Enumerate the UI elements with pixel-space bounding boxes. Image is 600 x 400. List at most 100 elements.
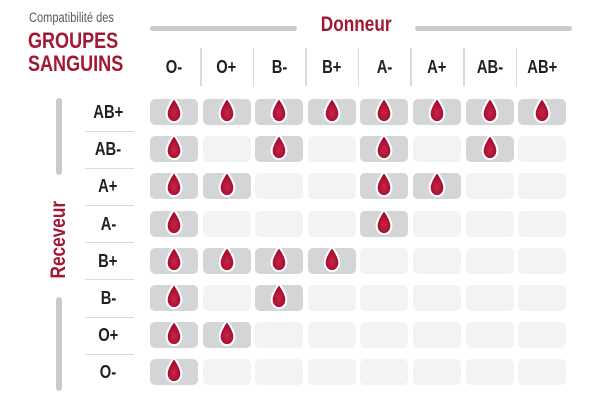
blood-drop-icon [428, 96, 446, 124]
compatibility-cell-O--from-B+ [307, 359, 356, 386]
compatibility-cell-AB--from-B+ [307, 136, 356, 163]
compatibility-cell-O+-from-B- [255, 322, 304, 349]
compatibility-cell-O+-from-B+ [307, 322, 356, 349]
receiver-row-label-text: A+ [98, 176, 118, 197]
compatibility-cell-O+-from-O- [150, 319, 198, 349]
blood-drop-icon [165, 133, 183, 161]
compatibility-cell-AB--from-O+ [202, 136, 251, 163]
compatibility-cell-A--from-AB+ [518, 210, 567, 237]
compatibility-cell-AB+-from-B+ [307, 96, 356, 125]
compatibility-cell-B--from-O+ [202, 285, 251, 311]
compatibility-cell-O+-from-AB- [465, 322, 514, 349]
donor-column-label-text: AB- [476, 57, 503, 77]
receiver-axis-title-text: Receveur [47, 201, 70, 279]
receiver-row-label-text: AB+ [93, 102, 123, 122]
compatibility-cell-AB+-from-O- [150, 96, 198, 125]
receiver-row-label-AB-: AB- [80, 136, 136, 162]
donor-axis-title: Donneur [297, 13, 415, 37]
receiver-row-label-B+: B+ [80, 248, 136, 274]
compatibility-cell-AB--from-A- [360, 133, 409, 163]
row-separator [85, 279, 134, 281]
compatibility-cell-A--from-AB- [465, 210, 514, 237]
row-separator [85, 130, 134, 132]
compatibility-cell-O--from-A- [360, 359, 409, 386]
receiver-row-label-text: B+ [98, 250, 118, 271]
compatibility-cell-A+-from-AB- [465, 173, 514, 200]
blood-drop-icon [165, 319, 183, 347]
blood-drop-icon [481, 133, 498, 161]
blood-drop-icon [270, 245, 288, 272]
donor-column-label-B+: B+ [305, 57, 359, 78]
compatibility-cell-O--from-O- [150, 357, 198, 386]
compatibility-cell-B+-from-AB- [465, 247, 514, 274]
compatibility-cell-A+-from-AB+ [518, 173, 567, 200]
donor-column-label-A+: A+ [410, 57, 464, 78]
compatibility-cell-O--from-O+ [202, 359, 251, 386]
blood-drop-icon [533, 96, 551, 124]
donor-column-label-text: B+ [322, 57, 342, 77]
blood-drop-icon [270, 96, 288, 124]
row-separator [85, 242, 134, 244]
blood-drop-icon [428, 171, 446, 198]
chart-subtitle: Compatibilité des [29, 10, 133, 25]
column-separator [200, 48, 202, 86]
chart-title-line1-text: GROUPES [28, 28, 119, 53]
column-separator [410, 48, 412, 86]
blood-drop-icon [165, 282, 183, 310]
receiver-axis-title: Receveur [47, 160, 73, 320]
compatibility-cell-A--from-A+ [413, 210, 461, 237]
receiver-row-label-B-: B- [80, 285, 136, 311]
column-separator [252, 48, 255, 86]
receiver-row-label-text: AB- [94, 139, 122, 160]
donor-column-label-text: A+ [427, 57, 447, 77]
blood-drop-icon [165, 208, 183, 235]
compatibility-cell-B+-from-AB+ [518, 247, 567, 274]
donor-column-label-A-: A- [357, 57, 411, 78]
receiver-row-label-text: O+ [97, 325, 119, 346]
compatibility-cell-O--from-AB- [465, 359, 514, 386]
compatibility-cell-AB+-from-B- [255, 96, 304, 125]
donor-column-label-text: O+ [216, 57, 237, 77]
compatibility-cell-B--from-B+ [307, 285, 356, 311]
receiver-row-label-AB+: AB+ [80, 99, 136, 125]
column-separator [357, 48, 360, 86]
blood-drop-icon [165, 96, 183, 124]
donor-column-label-AB-: AB- [463, 57, 517, 78]
column-separator [515, 48, 518, 86]
blood-drop-icon [218, 245, 235, 272]
blood-drop-icon [375, 171, 393, 198]
donor-axis-line-left [150, 25, 297, 31]
compatibility-cell-A+-from-O+ [202, 171, 251, 200]
compatibility-cell-A+-from-A+ [413, 171, 461, 200]
compatibility-cell-AB--from-AB+ [518, 136, 567, 163]
blood-drop-icon [375, 96, 393, 124]
chart-title-line1: GROUPES [28, 28, 138, 54]
receiver-axis-line-bottom [55, 297, 62, 391]
compatibility-cell-AB--from-O- [150, 133, 198, 163]
receiver-row-label-O-: O- [80, 359, 136, 385]
compatibility-cell-A+-from-B+ [307, 173, 356, 200]
blood-drop-icon [270, 133, 288, 161]
donor-column-label-AB+: AB+ [515, 57, 569, 78]
donor-column-label-O-: O- [147, 57, 201, 78]
compatibility-cell-B+-from-A- [360, 247, 409, 274]
compatibility-cell-B+-from-O+ [202, 245, 251, 274]
compatibility-cell-AB--from-AB- [465, 133, 514, 163]
compatibility-cell-B--from-B- [255, 282, 304, 311]
compatibility-cell-O+-from-O+ [202, 319, 251, 349]
compatibility-cell-AB+-from-O+ [202, 96, 251, 125]
receiver-row-label-text: O- [99, 362, 117, 383]
compatibility-cell-O+-from-A- [360, 322, 409, 349]
blood-drop-icon [481, 96, 498, 124]
compatibility-cell-B+-from-O- [150, 245, 198, 274]
blood-drop-icon [165, 245, 183, 272]
receiver-row-label-O+: O+ [80, 322, 136, 348]
blood-drop-icon [165, 357, 183, 384]
compatibility-cell-B+-from-B+ [307, 245, 356, 274]
compatibility-cell-A+-from-B- [255, 173, 304, 200]
donor-column-label-text: O- [165, 57, 183, 77]
row-separator [85, 204, 134, 207]
compatibility-cell-AB--from-A+ [413, 136, 461, 163]
row-separator [85, 167, 134, 169]
